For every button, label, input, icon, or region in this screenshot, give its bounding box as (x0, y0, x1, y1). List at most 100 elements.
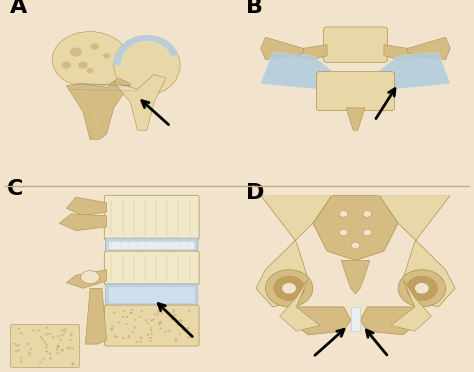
Circle shape (158, 323, 161, 325)
Circle shape (55, 349, 58, 351)
Circle shape (70, 333, 73, 335)
Circle shape (363, 211, 372, 217)
Circle shape (134, 319, 137, 321)
Circle shape (176, 324, 179, 326)
Circle shape (339, 211, 348, 217)
Circle shape (48, 333, 51, 335)
Circle shape (61, 334, 64, 336)
Polygon shape (114, 35, 178, 65)
Circle shape (27, 352, 30, 354)
Polygon shape (296, 45, 327, 60)
Circle shape (68, 346, 71, 349)
Circle shape (110, 329, 113, 331)
Circle shape (398, 270, 446, 307)
Circle shape (187, 336, 190, 339)
Circle shape (61, 350, 64, 352)
FancyBboxPatch shape (106, 238, 198, 252)
Polygon shape (313, 195, 398, 260)
FancyBboxPatch shape (106, 283, 198, 306)
Polygon shape (384, 45, 415, 60)
Circle shape (134, 327, 136, 328)
Circle shape (363, 229, 372, 236)
Circle shape (415, 283, 429, 294)
Circle shape (282, 283, 296, 294)
Circle shape (57, 335, 60, 337)
Circle shape (265, 270, 313, 307)
Circle shape (110, 328, 113, 330)
Polygon shape (261, 37, 303, 60)
Polygon shape (379, 195, 455, 307)
Circle shape (86, 68, 94, 74)
Polygon shape (346, 108, 365, 130)
Circle shape (18, 344, 20, 346)
Circle shape (159, 322, 161, 324)
Polygon shape (408, 37, 450, 60)
Circle shape (70, 334, 73, 337)
Circle shape (45, 346, 47, 349)
Circle shape (64, 328, 67, 330)
Circle shape (178, 324, 181, 326)
Circle shape (18, 328, 20, 330)
Circle shape (46, 344, 48, 346)
Circle shape (15, 350, 18, 352)
Circle shape (113, 312, 116, 314)
Circle shape (45, 333, 48, 336)
Circle shape (150, 327, 153, 329)
Circle shape (114, 335, 116, 337)
Circle shape (70, 47, 82, 57)
Circle shape (20, 332, 23, 334)
Circle shape (173, 309, 175, 311)
FancyBboxPatch shape (108, 287, 195, 304)
FancyBboxPatch shape (108, 241, 195, 250)
Circle shape (159, 321, 162, 323)
Circle shape (140, 337, 142, 339)
Circle shape (126, 316, 128, 318)
Circle shape (171, 318, 173, 321)
Circle shape (69, 339, 72, 341)
Text: D: D (246, 183, 265, 203)
Text: C: C (7, 179, 24, 199)
Polygon shape (379, 52, 450, 89)
Circle shape (103, 53, 110, 58)
Circle shape (57, 346, 60, 348)
FancyBboxPatch shape (10, 324, 80, 368)
Circle shape (157, 311, 159, 313)
Circle shape (115, 336, 118, 338)
Circle shape (71, 347, 73, 350)
Circle shape (150, 329, 153, 331)
Circle shape (62, 61, 71, 69)
Circle shape (46, 350, 48, 353)
Circle shape (187, 327, 189, 329)
Circle shape (188, 310, 191, 312)
Circle shape (153, 318, 155, 320)
Circle shape (139, 340, 142, 342)
Polygon shape (66, 78, 130, 140)
Circle shape (64, 331, 66, 333)
Circle shape (37, 330, 40, 332)
Circle shape (61, 329, 64, 331)
Circle shape (125, 323, 128, 325)
Circle shape (149, 340, 152, 342)
Circle shape (128, 336, 130, 338)
Polygon shape (261, 52, 332, 89)
Circle shape (150, 337, 152, 339)
Polygon shape (114, 74, 166, 130)
Circle shape (154, 313, 156, 315)
Circle shape (72, 362, 74, 364)
Ellipse shape (52, 32, 128, 87)
Circle shape (175, 340, 178, 342)
Polygon shape (59, 214, 107, 231)
Circle shape (44, 341, 46, 343)
Circle shape (16, 344, 18, 347)
Circle shape (17, 349, 20, 352)
Circle shape (30, 348, 33, 350)
Circle shape (130, 312, 133, 314)
Circle shape (182, 328, 184, 331)
Circle shape (42, 357, 45, 360)
Circle shape (13, 343, 16, 345)
Circle shape (273, 276, 304, 301)
Circle shape (351, 242, 360, 249)
Circle shape (146, 334, 149, 336)
Circle shape (71, 363, 74, 366)
Circle shape (140, 310, 143, 312)
